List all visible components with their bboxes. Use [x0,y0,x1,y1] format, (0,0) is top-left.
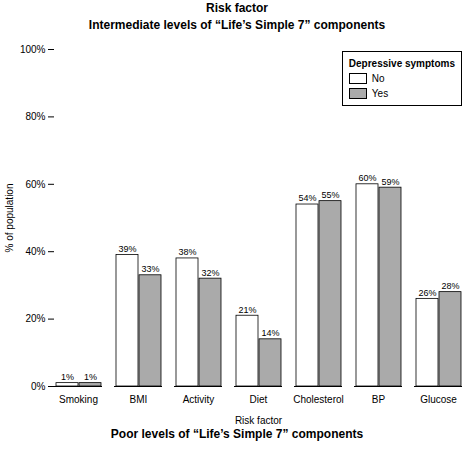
svg-text:% of population: % of population [4,184,15,253]
svg-text:BP: BP [372,394,386,405]
svg-text:Cholesterol: Cholesterol [293,394,344,405]
svg-text:39%: 39% [118,244,136,254]
svg-text:Smoking: Smoking [59,394,98,405]
svg-text:1%: 1% [61,372,74,382]
svg-text:Activity: Activity [183,394,215,405]
svg-text:26%: 26% [418,288,436,298]
svg-text:20%: 20% [25,313,45,324]
html-text:Yes: Yes [371,88,389,99]
html-text:Intermediate levels of “Life’s: Intermediate levels of “Life’s Simple 7”… [88,18,386,32]
svg-text:1%: 1% [84,372,97,382]
svg-text:Glucose: Glucose [420,394,457,405]
svg-text:0%: 0% [31,381,46,392]
svg-text:59%: 59% [381,177,399,187]
svg-text:21%: 21% [238,305,256,315]
svg-text:60%: 60% [25,179,45,190]
svg-text:60%: 60% [358,173,376,183]
svg-text:54%: 54% [298,193,316,203]
svg-text:38%: 38% [178,247,196,257]
svg-text:14%: 14% [261,328,279,338]
svg-text:BMI: BMI [130,394,148,405]
svg-text:80%: 80% [25,111,45,122]
html-text:Depressive symptoms: Depressive symptoms [348,58,455,69]
svg-text:Risk factor: Risk factor [235,415,283,426]
html-text:Risk factor: Risk factor [206,1,268,15]
svg-text:32%: 32% [201,268,219,278]
html-text:Poor levels of “Life’s Simple: Poor levels of “Life’s Simple 7” compone… [110,427,364,441]
svg-text:100%: 100% [20,44,46,55]
svg-text:40%: 40% [25,246,45,257]
html-text:No: No [371,73,385,84]
svg-text:Diet: Diet [250,394,268,405]
svg-text:33%: 33% [141,264,159,274]
svg-text:28%: 28% [441,281,459,291]
svg-text:55%: 55% [321,190,339,200]
